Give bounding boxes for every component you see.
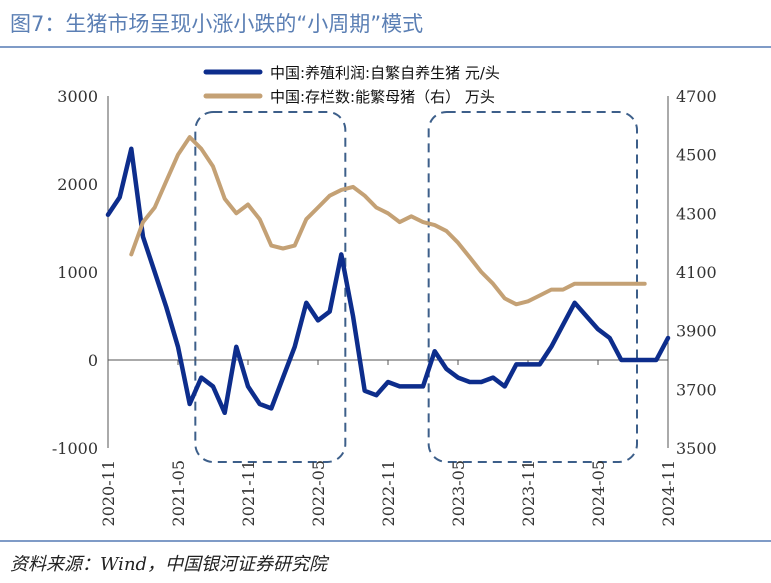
- y-left-tick-label: 2000: [57, 175, 98, 194]
- series-line-1: [105, 146, 671, 416]
- x-tick-label: 2024-05: [589, 460, 608, 526]
- x-tick-label: 2024-11: [659, 460, 678, 526]
- x-tick-label: 2021-05: [169, 460, 188, 526]
- y-left-tick-label: 0: [88, 351, 98, 370]
- series-line-2: [129, 135, 647, 307]
- axes: [107, 96, 669, 448]
- y-right-tick-label: 4300: [676, 204, 717, 223]
- top-rule: [0, 46, 771, 48]
- y-right-tick-label: 4100: [676, 263, 717, 282]
- y-left-tick-label: 1000: [57, 263, 98, 282]
- x-tick-label: 2023-05: [449, 460, 468, 526]
- legend: 中国:养殖利润:自繁自养生猪 元/头中国:存栏数:能繁母猪（右） 万头: [203, 64, 500, 106]
- bottom-rule: [0, 540, 771, 542]
- x-tick-label: 2022-11: [379, 460, 398, 526]
- y-right-tick-label: 3500: [676, 439, 717, 458]
- tick-labels: 3000 2000 1000 0 -1000 4700 4500 4300 4100 3900 37…: [52, 87, 717, 526]
- series-lines: [105, 135, 671, 416]
- x-tick-label: 2020-11: [99, 460, 118, 526]
- highlight-box-1: [194, 111, 347, 463]
- highlight-box-2: [427, 111, 638, 463]
- y-right-tick-label: 3700: [676, 380, 717, 399]
- y-right-tick-label: 3900: [676, 322, 717, 341]
- legend-label-2: 中国:存栏数:能繁母猪（右） 万头: [270, 88, 495, 106]
- figure-title: 图7：生猪市场呈现小涨小跌的“小周期”模式: [10, 12, 424, 36]
- y-right-tick-label: 4500: [676, 146, 717, 165]
- y-left-tick-label: -1000: [52, 439, 98, 458]
- legend-label-1: 中国:养殖利润:自繁自养生猪 元/头: [270, 64, 500, 82]
- y-right-tick-label: 4700: [676, 87, 717, 106]
- x-tick-label: 2021-11: [239, 460, 258, 526]
- y-left-tick-label: 3000: [57, 87, 98, 106]
- x-tick-label: 2022-05: [309, 460, 328, 526]
- highlight-boxes: [194, 111, 638, 463]
- x-tick-label: 2023-11: [519, 460, 538, 526]
- source-note: 资料来源：Wind，中国银河证券研究院: [10, 554, 328, 575]
